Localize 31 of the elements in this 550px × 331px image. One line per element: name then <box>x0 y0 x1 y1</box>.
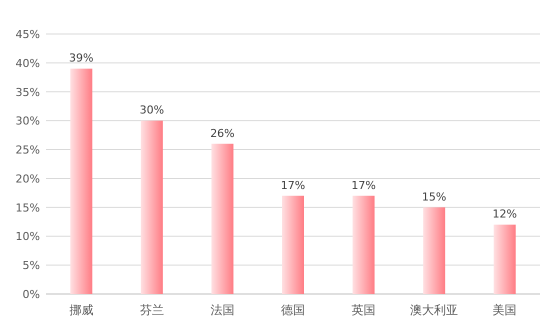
y-tick-label: 5% <box>22 259 40 272</box>
y-tick-label: 35% <box>16 86 40 99</box>
y-tick-label: 40% <box>16 56 40 70</box>
y-tick-label: 10% <box>16 230 40 244</box>
y-tick-label: 15% <box>16 201 40 214</box>
x-tick-label: 法国 <box>210 303 234 317</box>
y-tick-label: 45% <box>16 28 40 41</box>
y-tick-label: 20% <box>16 172 40 186</box>
x-tick-label: 澳大利亚 <box>410 303 458 317</box>
data-label: 17% <box>351 178 376 192</box>
bar <box>423 207 446 294</box>
data-label: 12% <box>492 208 517 221</box>
bar <box>70 68 92 294</box>
data-label: 39% <box>69 52 94 65</box>
bar <box>140 120 163 294</box>
y-tick-label: 25% <box>16 144 40 157</box>
bar <box>282 196 304 294</box>
x-tick-label: 德国 <box>281 303 305 317</box>
bar <box>352 196 375 294</box>
data-label: 30% <box>140 104 164 117</box>
x-tick-label: 美国 <box>492 303 517 317</box>
y-tick-label: 0% <box>22 288 40 301</box>
y-tick-label: 30% <box>16 114 40 128</box>
x-tick-label: 芬兰 <box>140 303 164 317</box>
x-tick-label: 英国 <box>352 303 376 317</box>
data-label: 26% <box>210 126 235 140</box>
x-tick-label: 挪威 <box>69 303 94 317</box>
bar <box>494 224 516 294</box>
data-label: 15% <box>422 190 446 204</box>
data-label: 17% <box>280 178 306 192</box>
bar <box>211 144 234 294</box>
